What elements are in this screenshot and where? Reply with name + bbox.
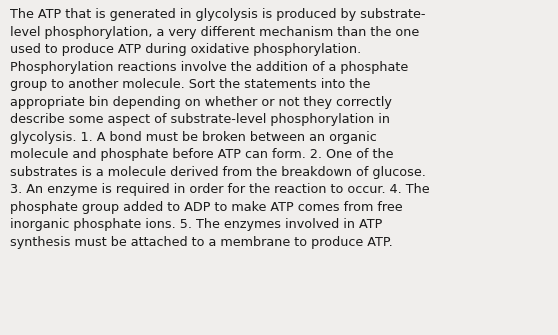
Text: The ATP that is generated in glycolysis is produced by substrate-
level phosphor: The ATP that is generated in glycolysis …: [10, 8, 430, 249]
